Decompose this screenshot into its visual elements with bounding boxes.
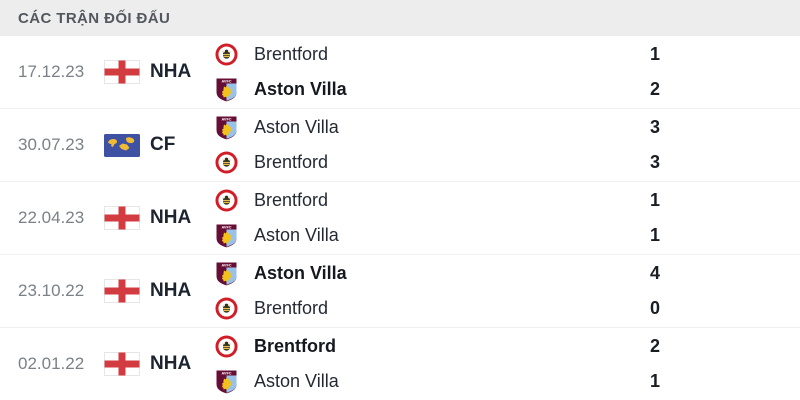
team-score: 1 (650, 225, 661, 245)
brentford-logo-icon (214, 43, 238, 67)
competition-cell: NHA (104, 60, 214, 84)
match-date: 30.07.23 (18, 135, 85, 154)
competition-cell: NHA (104, 206, 214, 230)
competition-cell: NHA (104, 352, 214, 376)
team-row: Brentford 1 (214, 188, 800, 214)
match-row[interactable]: 17.12.23 NHA Brentford 1 AVFC Aston Vill… (0, 36, 800, 109)
team-name: Aston Villa (254, 263, 347, 283)
world-flag-icon (104, 133, 140, 157)
aston-villa-logo-icon: AVFC (214, 370, 238, 394)
team-row: Brentford 3 (214, 150, 800, 176)
brentford-logo-icon (214, 335, 238, 359)
team-row: AVFC Aston Villa 3 (214, 115, 800, 141)
competition-label: NHA (150, 353, 192, 374)
team-score: 2 (650, 79, 661, 99)
team-score: 2 (650, 336, 661, 356)
team-score: 3 (650, 117, 661, 137)
competition-label: NHA (150, 61, 192, 82)
team-name: Brentford (254, 152, 329, 172)
match-row[interactable]: 22.04.23 NHA Brentford 1 AVFC Aston Vill… (0, 182, 800, 255)
svg-text:AVFC: AVFC (221, 117, 231, 121)
match-date: 02.01.22 (18, 354, 85, 373)
team-score: 4 (650, 263, 661, 283)
brentford-logo-icon (214, 189, 238, 213)
england-flag-icon (104, 206, 140, 230)
team-name: Brentford (254, 44, 329, 64)
team-row: AVFC Aston Villa 1 (214, 369, 800, 395)
team-name: Aston Villa (254, 371, 339, 391)
team-name: Aston Villa (254, 117, 339, 137)
team-name: Brentford (254, 336, 336, 356)
svg-text:AVFC: AVFC (221, 225, 231, 229)
team-name: Aston Villa (254, 225, 339, 245)
competition-label: CF (150, 134, 176, 155)
competition-label: NHA (150, 207, 192, 228)
svg-text:AVFC: AVFC (221, 79, 231, 83)
team-row: AVFC Aston Villa 1 (214, 223, 800, 249)
teams-cell: Brentford 1 AVFC Aston Villa 1 (214, 188, 800, 249)
teams-cell: AVFC Aston Villa 3 Brentford 3 (214, 115, 800, 176)
match-list: 17.12.23 NHA Brentford 1 AVFC Aston Vill… (0, 36, 800, 400)
team-name: Aston Villa (254, 79, 347, 99)
team-row: Brentford 1 (214, 42, 800, 68)
england-flag-icon (104, 60, 140, 84)
match-date: 23.10.22 (18, 281, 85, 300)
aston-villa-logo-icon: AVFC (214, 116, 238, 140)
brentford-logo-icon (214, 297, 238, 321)
competition-label: NHA (150, 280, 192, 301)
competition-cell: NHA (104, 279, 214, 303)
aston-villa-logo-icon: AVFC (214, 262, 238, 286)
competition-cell: CF (104, 133, 214, 157)
team-score: 0 (650, 298, 661, 318)
section-title: CÁC TRẬN ĐỐI ĐẤU (18, 9, 171, 27)
team-row: Brentford 2 (214, 334, 800, 360)
england-flag-icon (104, 352, 140, 376)
team-row: AVFC Aston Villa 4 (214, 261, 800, 287)
teams-cell: Brentford 1 AVFC Aston Villa 2 (214, 42, 800, 103)
teams-cell: AVFC Aston Villa 4 Brentford 0 (214, 261, 800, 322)
team-score: 1 (650, 44, 661, 64)
teams-cell: Brentford 2 AVFC Aston Villa 1 (214, 334, 800, 395)
aston-villa-logo-icon: AVFC (214, 224, 238, 248)
match-row[interactable]: 30.07.23 CF AVFC Aston Villa 3 Brentford… (0, 109, 800, 182)
svg-text:AVFC: AVFC (221, 263, 231, 267)
team-row: Brentford 0 (214, 296, 800, 322)
match-row[interactable]: 02.01.22 NHA Brentford 2 AVFC Aston Vill… (0, 328, 800, 400)
svg-text:AVFC: AVFC (221, 371, 231, 375)
brentford-logo-icon (214, 151, 238, 175)
england-flag-icon (104, 279, 140, 303)
team-score: 3 (650, 152, 661, 172)
aston-villa-logo-icon: AVFC (214, 78, 238, 102)
section-header: CÁC TRẬN ĐỐI ĐẤU (0, 0, 800, 36)
team-score: 1 (650, 190, 661, 210)
match-row[interactable]: 23.10.22 NHA AVFC Aston Villa 4 Brentfor… (0, 255, 800, 328)
team-name: Brentford (254, 190, 329, 210)
team-score: 1 (650, 371, 661, 391)
team-name: Brentford (254, 298, 329, 318)
match-date: 17.12.23 (18, 62, 85, 81)
team-row: AVFC Aston Villa 2 (214, 77, 800, 103)
match-date: 22.04.23 (18, 208, 85, 227)
